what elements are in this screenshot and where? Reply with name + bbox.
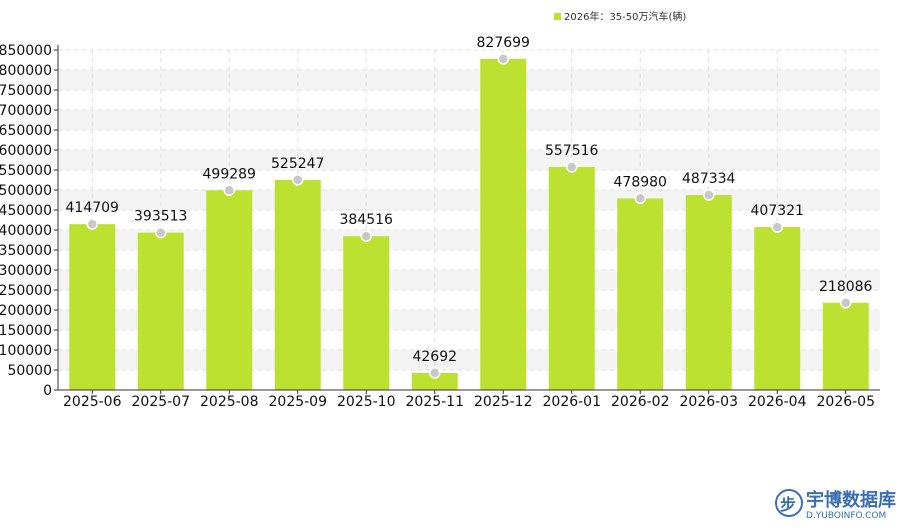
data-label: 499289	[203, 166, 256, 182]
watermark-name: 宇博数据库	[806, 489, 896, 511]
data-label: 42692	[412, 349, 457, 365]
bar	[137, 232, 184, 390]
x-tick-label: 2026-02	[611, 394, 670, 410]
data-label: 487334	[682, 171, 736, 187]
grid-band	[58, 190, 880, 210]
bar-marker	[155, 226, 167, 239]
bar-marker	[703, 189, 715, 201]
data-label: 478980	[614, 174, 667, 190]
y-tick-label: 300000	[0, 263, 52, 279]
bar	[822, 302, 869, 390]
y-tick-label: 250000	[0, 283, 52, 299]
bar	[206, 190, 253, 390]
y-tick-label: 350000	[0, 243, 52, 259]
bar-marker	[566, 161, 578, 173]
grid-band	[58, 110, 880, 130]
data-label: 525247	[271, 156, 324, 172]
bar	[754, 227, 801, 390]
x-tick-label: 2025-07	[132, 394, 191, 410]
axes	[57, 45, 880, 391]
bar-marker	[292, 174, 304, 186]
grid-band	[58, 230, 880, 250]
bar-marker	[497, 53, 509, 65]
x-tick-label: 2025-09	[269, 394, 328, 410]
y-tick-label: 800000	[0, 63, 52, 79]
y-tick-labels: 0 50000 100000 150000 200000 250000 300000 3500…	[0, 43, 58, 399]
x-tick-label: 2026-03	[680, 394, 739, 410]
watermark-url: D.YUBOINFO.COM	[806, 511, 886, 521]
data-label: 414709	[66, 200, 119, 216]
bar	[617, 198, 664, 390]
legend-label: 2026年：35-50万汽车(辆)	[564, 10, 686, 23]
bar	[480, 58, 527, 390]
bar-markers	[86, 53, 852, 379]
grid-band	[58, 150, 880, 170]
y-tick-label: 500000	[0, 183, 52, 199]
watermark-logo-icon	[775, 489, 803, 517]
data-label: 384516	[340, 212, 394, 228]
grid-band	[58, 350, 880, 370]
y-tick-label: 450000	[0, 203, 52, 219]
x-tick-label: 2025-11	[406, 394, 465, 410]
x-tick-label: 2026-05	[817, 394, 876, 410]
bar-marker	[840, 297, 852, 309]
data-labels: 414709 393513 499289 525247 384516 42692 82769…	[66, 35, 873, 365]
watermark: 步 宇博数据库 D.YUBOINFO.COM	[775, 489, 896, 521]
y-tick-label: 850000	[0, 43, 52, 59]
bar	[343, 236, 390, 390]
legend[interactable]: 2026年：35-50万汽车(辆)	[554, 10, 686, 23]
bar	[411, 372, 458, 390]
bar	[69, 224, 116, 390]
bar	[274, 179, 321, 390]
grid-band	[58, 70, 880, 90]
bar-marker	[429, 367, 441, 379]
y-tick-label: 0	[43, 383, 52, 399]
watermark-logo-glyph: 步	[780, 495, 796, 514]
x-tick-labels: 2025-06 2025-07 2025-08 2025-09 2025-10 2025-…	[63, 390, 875, 410]
grid-lines	[58, 49, 880, 390]
data-label: 407321	[751, 203, 804, 219]
data-label: 393513	[134, 209, 187, 225]
y-tick-label: 400000	[0, 223, 52, 239]
x-tick-label: 2025-10	[337, 394, 396, 410]
bars	[69, 58, 869, 390]
grid-band	[58, 270, 880, 290]
bar	[548, 166, 595, 390]
y-tick-label: 600000	[0, 143, 52, 159]
y-tick-label: 100000	[0, 343, 52, 359]
y-tick-label: 750000	[0, 83, 52, 99]
y-tick-label: 700000	[0, 103, 52, 119]
bar-marker	[86, 218, 98, 230]
y-tick-label: 200000	[0, 303, 52, 319]
bar-marker	[634, 192, 646, 205]
y-tick-label: 50000	[7, 363, 52, 379]
bar	[685, 195, 732, 390]
y-tick-label: 550000	[0, 163, 52, 179]
x-tick-label: 2025-06	[63, 394, 122, 410]
x-tick-label: 2025-12	[474, 394, 533, 410]
bar-marker	[223, 184, 235, 197]
x-tick-label: 2026-04	[748, 394, 807, 410]
y-tick-label: 150000	[0, 323, 52, 339]
legend-swatch	[554, 13, 561, 20]
x-tick-label: 2026-01	[543, 394, 602, 410]
data-label: 827699	[477, 35, 530, 51]
data-label: 218086	[819, 279, 873, 295]
y-tick-label: 650000	[0, 123, 52, 139]
plot-background-bands	[58, 70, 880, 370]
x-tick-label: 2025-08	[200, 394, 259, 410]
grid-band	[58, 310, 880, 330]
data-label: 557516	[545, 143, 599, 159]
bar-marker	[360, 230, 372, 242]
bar-marker	[771, 221, 783, 233]
